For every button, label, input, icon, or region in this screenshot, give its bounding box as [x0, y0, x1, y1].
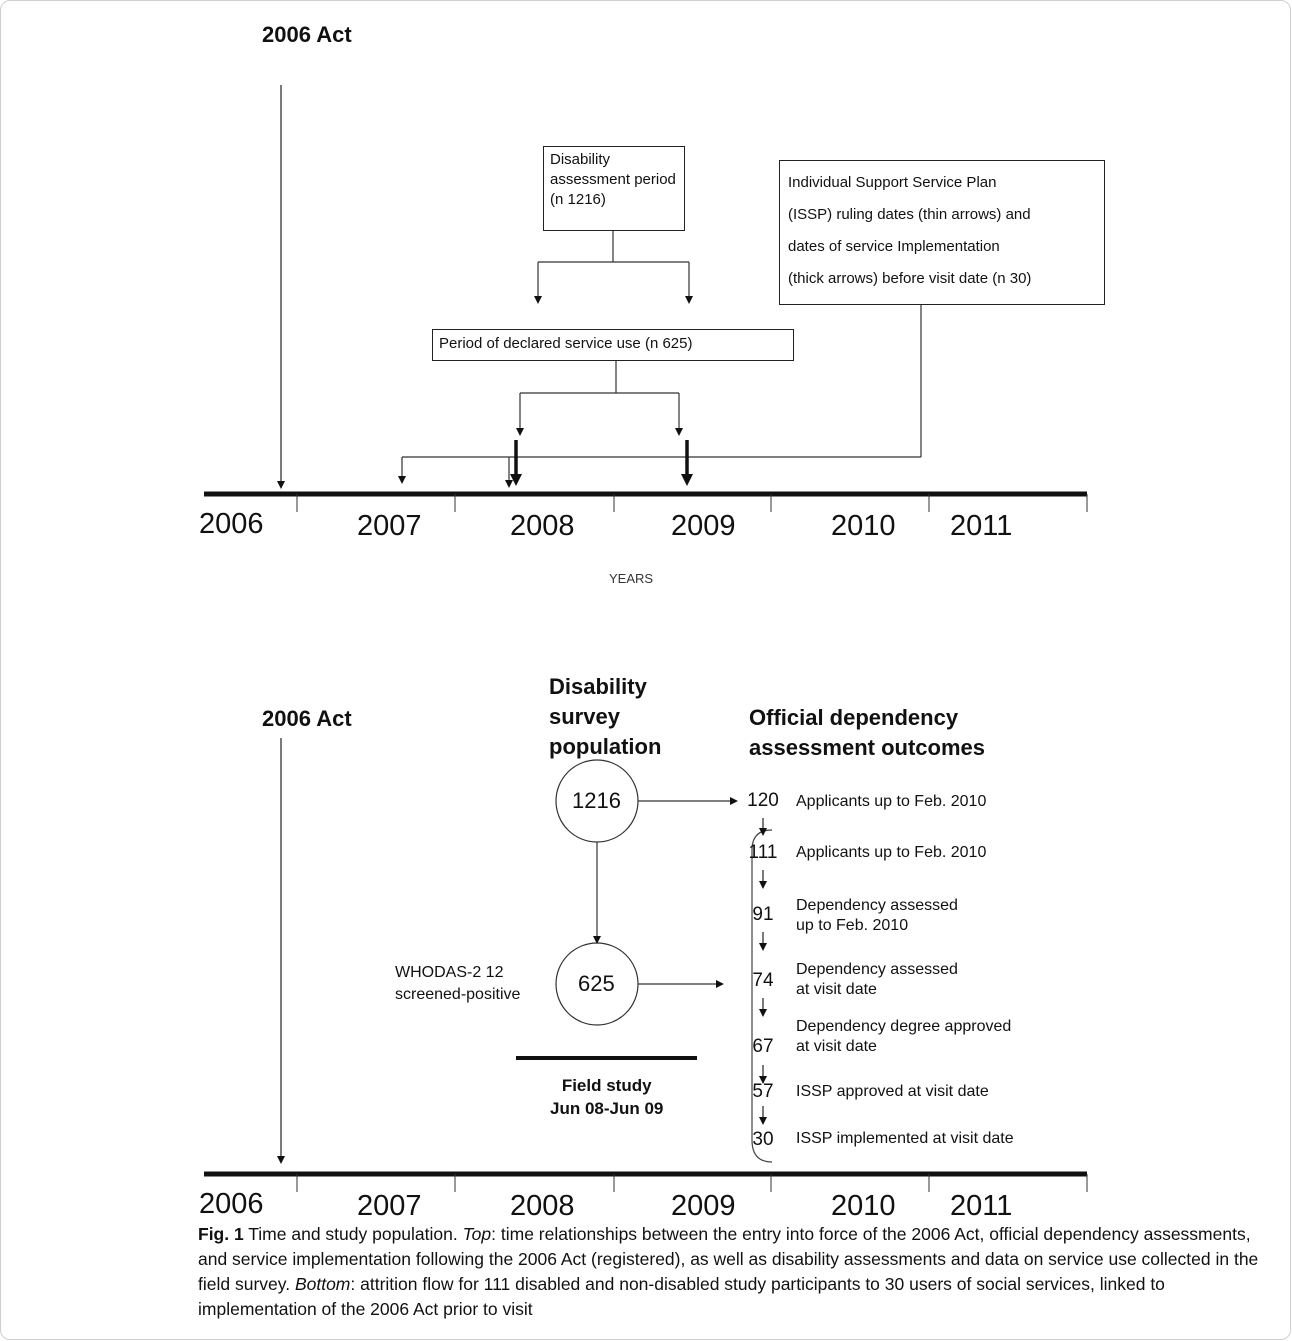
flow-label-74: Dependency assessed at visit date [796, 960, 958, 1000]
flow-count-91: 91 [752, 904, 774, 925]
issp-line-1: Individual Support Service Plan [788, 174, 997, 191]
flow-label-74-line-2: at visit date [796, 981, 877, 998]
disability-box-text: Disability assessment period (n 1216) [550, 151, 676, 208]
flow-label-120: Applicants up to Feb. 2010 [796, 792, 986, 812]
service-use-text: Period of declared service use (n 625) [439, 335, 693, 352]
caption-bottom-label: Bottom [294, 1274, 351, 1294]
flow-count-111: 111 [748, 842, 778, 863]
disability-assessment-box: Disability assessment period (n 1216) [543, 146, 685, 231]
flow-label-57: ISSP approved at visit date [796, 1082, 989, 1102]
top-act-label: 2006 Act [262, 22, 352, 47]
flow-count-30: 30 [752, 1129, 774, 1150]
survey-heading: Disability survey population [549, 672, 661, 762]
caption-top-label: Top [462, 1224, 492, 1244]
flow-label-67-line-2: at visit date [796, 1038, 877, 1055]
caption-fig-number: Fig. 1 [198, 1224, 244, 1244]
bottom-year-2011: 2011 [950, 1190, 1013, 1222]
flow-label-111-line-1: Applicants up to Feb. 2010 [796, 844, 987, 861]
caption-title: Time and study population. [243, 1224, 463, 1244]
caption-top-text: : time relationships between the entry i… [198, 1224, 1259, 1294]
bottom-year-2007: 2007 [357, 1190, 422, 1222]
flow-count-74: 74 [752, 970, 774, 991]
flow-count-67: 67 [752, 1036, 774, 1057]
top-year-2006: 2006 [199, 508, 264, 540]
survey-heading-line-1: Disability [549, 674, 647, 699]
issp-line-4: (thick arrows) before visit date (n 30) [788, 270, 1032, 287]
circle-1216-label: 1216 [572, 788, 621, 813]
top-axis-label: YEARS [609, 571, 654, 586]
field-study-label: Field study Jun 08-Jun 09 [550, 1074, 663, 1120]
bottom-year-2008: 2008 [510, 1190, 575, 1222]
flow-label-67-line-1: Dependency degree approved [796, 1018, 1012, 1035]
issp-line-2: (ISSP) ruling dates (thin arrows) and [788, 206, 1031, 223]
field-study-line-1: Field study [561, 1076, 652, 1095]
flow-label-91-line-2: up to Feb. 2010 [796, 917, 909, 934]
screen-label-line-2: screened-positive [395, 986, 521, 1003]
screen-label-line-1: WHODAS-2 12 [395, 964, 504, 981]
screen-label: WHODAS-2 12 screened-positive [395, 962, 520, 1006]
survey-heading-line-3: population [549, 734, 662, 759]
caption-bottom-text: : attrition flow for 111 disabled and no… [198, 1274, 1165, 1319]
bottom-act-label: 2006 Act [262, 706, 352, 731]
issp-box: Individual Support Service Plan (ISSP) r… [779, 160, 1105, 305]
outcomes-heading: Official dependency assessment outcomes [749, 703, 985, 763]
flow-label-91: Dependency assessed up to Feb. 2010 [796, 896, 958, 936]
bottom-year-2006: 2006 [199, 1188, 264, 1220]
outcomes-heading-line-2: assessment outcomes [749, 735, 985, 760]
service-use-box: Period of declared service use (n 625) [432, 329, 794, 361]
bottom-year-2010: 2010 [831, 1190, 896, 1222]
survey-heading-line-2: survey [549, 704, 620, 729]
flow-label-120-line-1: Applicants up to Feb. 2010 [796, 793, 987, 810]
flow-label-57-line-1: ISSP approved at visit date [796, 1083, 989, 1100]
top-year-2010: 2010 [831, 510, 896, 542]
flow-count-120: 120 [747, 790, 779, 811]
flow-label-91-line-1: Dependency assessed [796, 897, 958, 914]
bottom-year-2009: 2009 [671, 1190, 736, 1222]
issp-line-3: dates of service Implementation [788, 238, 1000, 255]
top-year-2007: 2007 [357, 510, 422, 542]
top-year-2011: 2011 [950, 510, 1013, 542]
outcomes-heading-line-1: Official dependency [749, 705, 959, 730]
flow-label-111: Applicants up to Feb. 2010 [796, 843, 986, 863]
flow-label-74-line-1: Dependency assessed [796, 961, 958, 978]
flow-label-30: ISSP implemented at visit date [796, 1129, 1014, 1149]
flow-count-57: 57 [752, 1081, 774, 1102]
flow-label-67: Dependency degree approved at visit date [796, 1017, 1011, 1057]
figure-caption: Fig. 1 Time and study population. Top: t… [198, 1222, 1278, 1322]
top-year-2009: 2009 [671, 510, 736, 542]
flow-label-30-line-1: ISSP implemented at visit date [796, 1130, 1014, 1147]
top-year-2008: 2008 [510, 510, 575, 542]
circle-625-label: 625 [578, 971, 615, 996]
field-study-line-2: Jun 08-Jun 09 [550, 1099, 664, 1118]
